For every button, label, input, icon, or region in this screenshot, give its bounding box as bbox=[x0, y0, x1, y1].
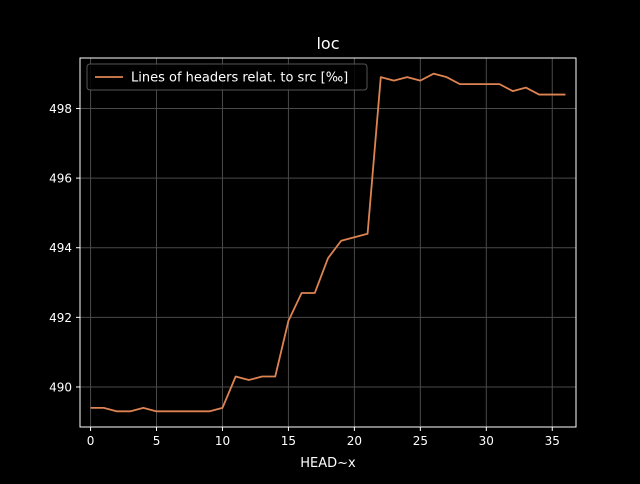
series-line bbox=[90, 72, 566, 413]
x-tick-label: 25 bbox=[413, 434, 428, 448]
plot-frame bbox=[79, 57, 577, 428]
x-tick-label: 10 bbox=[215, 434, 230, 448]
y-tick-label: 496 bbox=[49, 172, 72, 186]
legend-box bbox=[86, 63, 368, 91]
x-tick-label: 5 bbox=[153, 434, 161, 448]
y-tick-label: 492 bbox=[49, 311, 72, 325]
y-tick-label: 498 bbox=[49, 102, 72, 116]
legend: Lines of headers relat. to src [‰] bbox=[86, 63, 368, 91]
x-tick-label: 20 bbox=[347, 434, 362, 448]
chart-title: loc bbox=[316, 34, 339, 53]
x-tick-label: 0 bbox=[87, 434, 95, 448]
x-axis-label: HEAD~x bbox=[300, 456, 356, 471]
x-tick-label: 15 bbox=[281, 434, 296, 448]
x-tick-label: 35 bbox=[545, 434, 560, 448]
y-tick-label: 490 bbox=[49, 380, 72, 394]
legend-label: Lines of headers relat. to src [‰] bbox=[131, 71, 348, 86]
y-tick-label: 494 bbox=[49, 241, 72, 255]
grid bbox=[80, 58, 576, 427]
series-layer bbox=[90, 72, 566, 413]
ticks: 0 5 10 15 20 25 30 35 490 492 494 496 498 bbox=[49, 102, 560, 448]
x-tick-label: 30 bbox=[479, 434, 494, 448]
